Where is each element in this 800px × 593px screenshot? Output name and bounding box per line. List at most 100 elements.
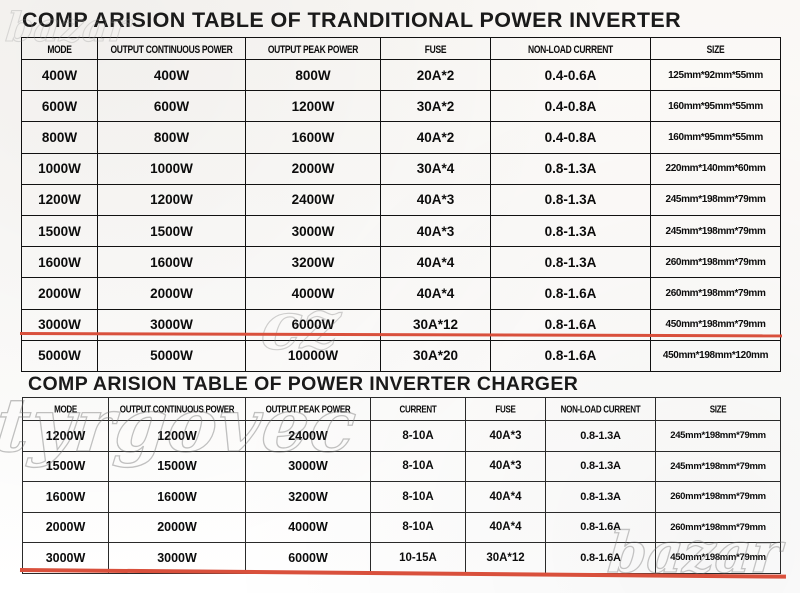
table-row: 600W 600W 1200W 30A*2 0.4-0.8A 160mm*95m… bbox=[21, 90, 781, 123]
cell-non-load-current: 0.8-1.3A bbox=[490, 246, 651, 279]
cell-fuse: 40A*3 bbox=[465, 450, 546, 482]
cell-fuse: 20A*2 bbox=[380, 58, 491, 92]
cell-continuous-power: 1200W bbox=[108, 420, 246, 452]
table-row: 1200W 1200W 2400W 40A*3 0.8-1.3A 245mm*1… bbox=[21, 183, 781, 216]
cell-mode: 600W bbox=[21, 90, 98, 123]
cell-peak-power: 2400W bbox=[245, 183, 381, 216]
cell-size: 160mm*95mm*55mm bbox=[650, 121, 781, 154]
cell-current: 10-15A bbox=[370, 542, 466, 574]
cell-peak-power: 800W bbox=[245, 58, 381, 92]
cell-continuous-power: 2000W bbox=[108, 511, 246, 543]
cell-continuous-power: 3000W bbox=[97, 308, 246, 341]
table-2-col-mode: MODE bbox=[22, 394, 109, 424]
table-row: 3000W 3000W 6000W 30A*12 0.8-1.6A 450mm*… bbox=[21, 308, 781, 341]
cell-fuse: 40A*2 bbox=[380, 121, 491, 154]
cell-mode: 1200W bbox=[22, 420, 109, 452]
cell-mode: 1000W bbox=[21, 152, 98, 185]
table-2-col-non-load-current: NON-LOAD CURRENT bbox=[545, 394, 656, 424]
cell-size: 125mm*92mm*55mm bbox=[650, 58, 781, 92]
cell-mode: 1600W bbox=[22, 481, 109, 513]
cell-mode: 3000W bbox=[22, 542, 109, 574]
cell-non-load-current: 0.8-1.3A bbox=[545, 450, 656, 482]
cell-peak-power: 1200W bbox=[245, 90, 381, 123]
cell-mode: 3000W bbox=[21, 308, 98, 341]
cell-non-load-current: 0.8-1.6A bbox=[490, 339, 651, 372]
power-inverter-charger-table: MODE OUTPUT CONTINUOUS POWER OUTPUT PEAK… bbox=[22, 394, 781, 574]
table-2-col-output-continuous-power: OUTPUT CONTINUOUS POWER bbox=[108, 394, 246, 424]
cell-mode: 1500W bbox=[22, 450, 109, 482]
cell-non-load-current: 0.4-0.8A bbox=[490, 121, 651, 154]
cell-fuse: 30A*12 bbox=[380, 308, 491, 341]
cell-mode: 400W bbox=[21, 58, 98, 92]
cell-fuse: 40A*3 bbox=[380, 214, 491, 248]
table-row: 1500W 1500W 3000W 40A*3 0.8-1.3A 245mm*1… bbox=[21, 214, 781, 248]
cell-size: 450mm*198mm*79mm bbox=[650, 308, 781, 341]
cell-peak-power: 3200W bbox=[245, 481, 371, 513]
cell-peak-power: 2400W bbox=[245, 420, 371, 452]
table-2-header-row: MODE OUTPUT CONTINUOUS POWER OUTPUT PEAK… bbox=[22, 394, 781, 424]
cell-fuse: 30A*12 bbox=[465, 542, 546, 574]
cell-size: 260mm*198mm*79mm bbox=[650, 277, 781, 310]
table-row: 2000W 2000W 4000W 8-10A 40A*4 0.8-1.6A 2… bbox=[22, 511, 781, 543]
cell-fuse: 40A*3 bbox=[465, 420, 546, 452]
cell-mode: 2000W bbox=[22, 511, 109, 543]
cell-size: 245mm*198mm*79mm bbox=[655, 420, 781, 452]
table-2-col-current: CURRENT bbox=[370, 394, 466, 424]
cell-non-load-current: 0.8-1.6A bbox=[490, 308, 651, 341]
cell-size: 260mm*198mm*79mm bbox=[650, 246, 781, 279]
cell-non-load-current: 0.8-1.3A bbox=[545, 420, 656, 452]
table-row: 1500W 1500W 3000W 8-10A 40A*3 0.8-1.3A 2… bbox=[22, 450, 781, 482]
cell-fuse: 30A*20 bbox=[380, 339, 491, 372]
cell-peak-power: 3200W bbox=[245, 246, 381, 279]
cell-fuse: 40A*4 bbox=[465, 511, 546, 543]
cell-non-load-current: 0.4-0.8A bbox=[490, 90, 651, 123]
table-1-col-fuse: FUSE bbox=[380, 34, 491, 63]
table-1-title: COMP ARISION TABLE OF TRANDITIONAL POWER… bbox=[22, 8, 682, 32]
cell-non-load-current: 0.4-0.6A bbox=[490, 58, 651, 92]
table-1-header-row: MODE OUTPUT CONTINUOUS POWER OUTPUT PEAK… bbox=[21, 34, 781, 63]
table-row: 2000W 2000W 4000W 40A*4 0.8-1.6A 260mm*1… bbox=[21, 277, 781, 310]
cell-non-load-current: 0.8-1.3A bbox=[545, 481, 656, 513]
cell-current: 8-10A bbox=[370, 450, 466, 482]
cell-size: 245mm*198mm*79mm bbox=[655, 450, 781, 482]
cell-size: 260mm*198mm*79mm bbox=[655, 511, 781, 543]
cell-current: 8-10A bbox=[370, 481, 466, 513]
traditional-power-inverter-table: MODE OUTPUT CONTINUOUS POWER OUTPUT PEAK… bbox=[21, 34, 781, 372]
cell-non-load-current: 0.8-1.6A bbox=[545, 542, 656, 574]
cell-peak-power: 3000W bbox=[245, 450, 371, 482]
cell-size: 260mm*198mm*79mm bbox=[655, 481, 781, 513]
table-1-col-output-continuous-power: OUTPUT CONTINUOUS POWER bbox=[97, 34, 246, 63]
cell-non-load-current: 0.8-1.6A bbox=[545, 511, 656, 543]
cell-continuous-power: 5000W bbox=[97, 339, 246, 372]
cell-size: 450mm*198mm*79mm bbox=[655, 542, 781, 574]
table-2-title: COMP ARISION TABLE OF POWER INVERTER CHA… bbox=[28, 373, 579, 395]
table-1-col-output-peak-power: OUTPUT PEAK POWER bbox=[245, 34, 381, 63]
cell-size: 450mm*198mm*120mm bbox=[650, 339, 781, 372]
cell-peak-power: 6000W bbox=[245, 542, 371, 574]
cell-fuse: 40A*4 bbox=[380, 246, 491, 279]
table-row: 5000W 5000W 10000W 30A*20 0.8-1.6A 450mm… bbox=[21, 339, 781, 372]
cell-non-load-current: 0.8-1.6A bbox=[490, 277, 651, 310]
cell-peak-power: 6000W bbox=[245, 308, 381, 341]
table-row: 1000W 1000W 2000W 30A*4 0.8-1.3A 220mm*1… bbox=[21, 152, 781, 185]
cell-continuous-power: 1000W bbox=[97, 152, 246, 185]
table-2-col-size: SIZE bbox=[655, 394, 781, 424]
cell-continuous-power: 1600W bbox=[108, 481, 246, 513]
cell-non-load-current: 0.8-1.3A bbox=[490, 214, 651, 248]
table-row: 800W 800W 1600W 40A*2 0.4-0.8A 160mm*95m… bbox=[21, 121, 781, 154]
cell-continuous-power: 1500W bbox=[97, 214, 246, 248]
cell-mode: 1500W bbox=[21, 214, 98, 248]
cell-current: 8-10A bbox=[370, 420, 466, 452]
cell-continuous-power: 1200W bbox=[97, 183, 246, 216]
cell-fuse: 30A*2 bbox=[380, 90, 491, 123]
cell-size: 245mm*198mm*79mm bbox=[650, 214, 781, 248]
cell-continuous-power: 2000W bbox=[97, 277, 246, 310]
cell-current: 8-10A bbox=[370, 511, 466, 543]
table-row: 1200W 1200W 2400W 8-10A 40A*3 0.8-1.3A 2… bbox=[22, 420, 781, 452]
table-row: 3000W 3000W 6000W 10-15A 30A*12 0.8-1.6A… bbox=[22, 542, 781, 574]
cell-continuous-power: 800W bbox=[97, 121, 246, 154]
cell-peak-power: 2000W bbox=[245, 152, 381, 185]
cell-mode: 5000W bbox=[21, 339, 98, 372]
table-2-col-fuse: FUSE bbox=[465, 394, 546, 424]
